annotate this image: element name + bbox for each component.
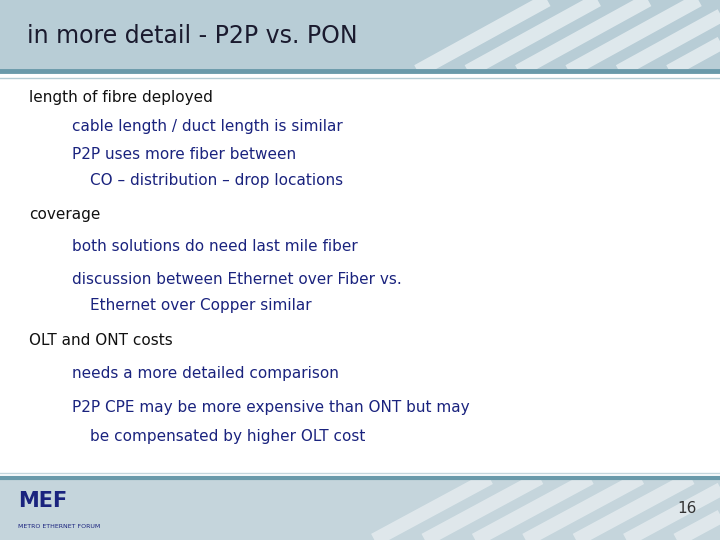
Text: METRO ETHERNET FORUM: METRO ETHERNET FORUM	[18, 524, 100, 529]
Text: OLT and ONT costs: OLT and ONT costs	[29, 333, 173, 348]
Text: MEF: MEF	[18, 491, 67, 511]
Text: CO – distribution – drop locations: CO – distribution – drop locations	[90, 173, 343, 188]
Text: discussion between Ethernet over Fiber vs.: discussion between Ethernet over Fiber v…	[72, 272, 402, 287]
Text: length of fibre deployed: length of fibre deployed	[29, 90, 212, 105]
Text: in more detail - P2P vs. PON: in more detail - P2P vs. PON	[27, 24, 358, 48]
FancyBboxPatch shape	[0, 478, 720, 540]
Text: be compensated by higher OLT cost: be compensated by higher OLT cost	[90, 429, 365, 444]
Text: P2P uses more fiber between: P2P uses more fiber between	[72, 147, 296, 162]
Text: needs a more detailed comparison: needs a more detailed comparison	[72, 366, 339, 381]
Text: P2P CPE may be more expensive than ONT but may: P2P CPE may be more expensive than ONT b…	[72, 400, 469, 415]
Text: 16: 16	[678, 502, 697, 516]
Text: cable length / duct length is similar: cable length / duct length is similar	[72, 119, 343, 134]
FancyBboxPatch shape	[0, 0, 720, 71]
Text: Ethernet over Copper similar: Ethernet over Copper similar	[90, 298, 312, 313]
Text: coverage: coverage	[29, 207, 100, 222]
Text: both solutions do need last mile fiber: both solutions do need last mile fiber	[72, 239, 358, 254]
